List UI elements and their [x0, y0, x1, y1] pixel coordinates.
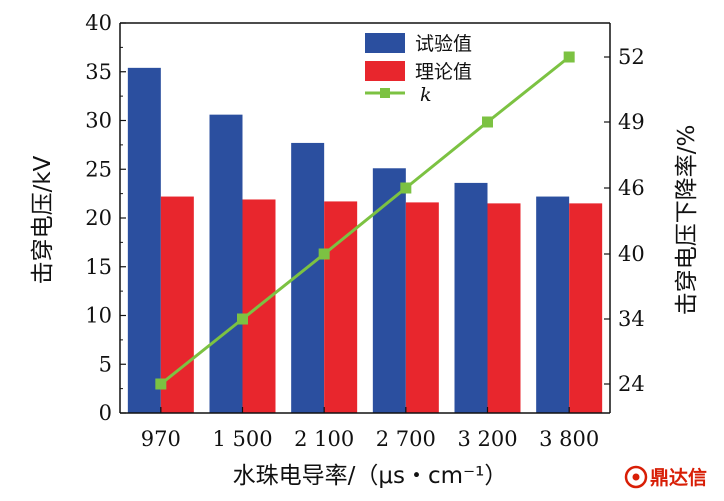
line-point-3 — [400, 182, 412, 194]
line-point-2 — [318, 248, 330, 260]
bar-series-2-5 — [569, 203, 603, 413]
y-tick-label-1: 5 — [99, 352, 112, 376]
line-point-5 — [563, 51, 575, 63]
x-tick-label-4: 3 200 — [457, 427, 517, 451]
y2-tick-label-5: 52 — [618, 45, 645, 69]
x-tick-label-0: 970 — [141, 427, 181, 451]
watermark-logo: 鼎达信 — [624, 465, 707, 489]
y-tick-label-8: 40 — [85, 11, 112, 35]
legend-swatch-series-2 — [365, 61, 405, 81]
bar-series-1-5 — [536, 196, 570, 413]
legend-swatch-series-1 — [365, 33, 405, 53]
legend-label-series-3: k — [420, 84, 432, 106]
y2-tick-label-0: 24 — [618, 372, 645, 396]
line-layer — [155, 51, 575, 390]
x-tick-label-5: 3 800 — [539, 427, 599, 451]
y2-tick-label-3: 46 — [618, 176, 645, 200]
y-tick-label-7: 35 — [85, 60, 112, 84]
x-tick-label-2: 2 100 — [294, 427, 354, 451]
y2-tick-label-4: 49 — [618, 110, 645, 134]
line-point-4 — [482, 116, 493, 128]
line-point-0 — [155, 378, 167, 390]
x-axis-title: 水珠电导率/（μs・cm⁻¹） — [233, 463, 508, 489]
bar-series-2-4 — [487, 203, 521, 413]
bars-layer — [127, 67, 603, 414]
legend-label-series-1: 试验值 — [415, 33, 472, 55]
watermark-logo-dot — [632, 473, 640, 481]
watermark-text: 鼎达信 — [650, 466, 707, 489]
x-tick-label-1: 1 500 — [212, 427, 272, 451]
bar-series-2-2 — [324, 201, 358, 413]
legend: 试验值 理论值 k — [365, 33, 472, 106]
legend-marker-series-3 — [380, 88, 390, 98]
y-tick-label-5: 25 — [85, 157, 112, 181]
bar-series-2-0 — [160, 196, 194, 413]
y2-tick-label-2: 40 — [618, 242, 645, 266]
y-tick-label-6: 30 — [85, 109, 112, 133]
bar-series-1-2 — [291, 142, 325, 414]
y-tick-label-2: 10 — [85, 304, 112, 328]
legend-label-series-2: 理论值 — [415, 61, 472, 83]
bar-series-1-0 — [127, 67, 161, 413]
y-tick-label-0: 0 — [99, 401, 112, 425]
y2-axis-title: 击穿电压下降率/% — [674, 125, 700, 316]
y-tick-label-4: 20 — [85, 206, 112, 230]
bar-series-2-3 — [405, 202, 439, 413]
watermark-logo-icon — [624, 465, 648, 489]
bar-series-1-4 — [454, 182, 488, 413]
bar-series-1-3 — [372, 168, 406, 413]
y-tick-label-3: 15 — [85, 255, 112, 279]
x-tick-label-3: 2 700 — [376, 427, 436, 451]
line-series-3 — [159, 55, 571, 386]
y2-tick-label-1: 34 — [618, 307, 645, 331]
y-axis-title: 击穿电压/kV — [30, 155, 56, 284]
line-point-1 — [237, 313, 248, 325]
bar-series-1-1 — [209, 114, 243, 414]
ticks-layer: 0 5 10 15 20 25 30 35 40 24 34 40 46 49 52 970 1 500 2 10… — [85, 11, 644, 451]
